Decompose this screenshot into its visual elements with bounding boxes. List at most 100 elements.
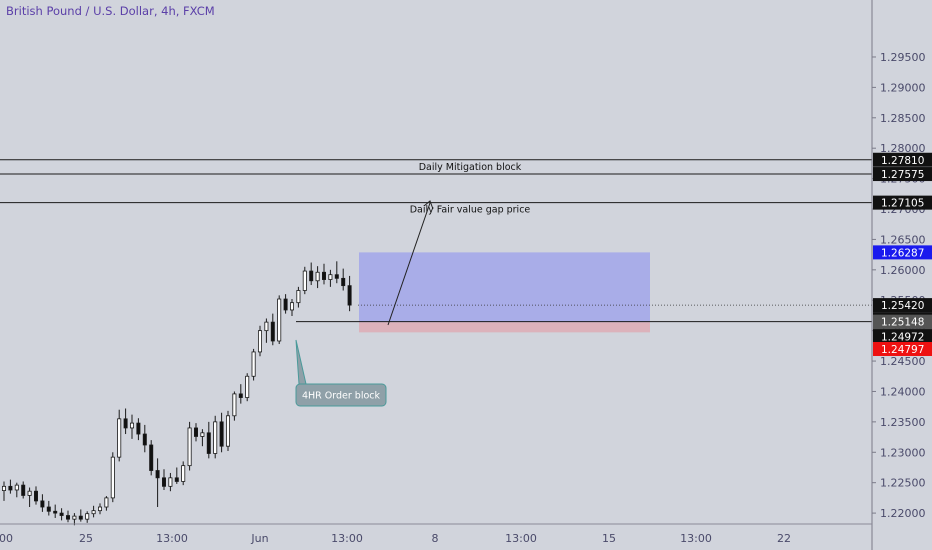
- candle-body-up: [296, 290, 301, 304]
- candle: [53, 504, 58, 518]
- candle: [251, 348, 256, 381]
- candle-body-down: [136, 422, 141, 435]
- order-block-callout-box: [295, 383, 387, 407]
- candle: [123, 408, 128, 435]
- candle-body-up: [104, 497, 109, 508]
- candle-body-up: [187, 427, 192, 467]
- candle-body-up: [91, 510, 96, 515]
- candle: [149, 440, 154, 476]
- level-label: Daily Fair value gap price: [410, 205, 531, 216]
- candle-body-up: [200, 432, 205, 437]
- candle-body-up: [98, 506, 103, 512]
- projection-arrow-line: [387, 202, 431, 326]
- candle-body-down: [53, 510, 58, 514]
- candle: [85, 511, 90, 523]
- zones-layer: [359, 252, 650, 333]
- candle: [161, 469, 166, 490]
- price-tag-bg: [873, 245, 932, 260]
- candle: [347, 275, 352, 312]
- x-tick-label: 13:00: [505, 532, 537, 545]
- candle-body-up: [2, 485, 7, 491]
- candle: [136, 418, 141, 441]
- level-price-tag: 1.27810: [873, 152, 932, 167]
- candle: [334, 261, 339, 284]
- x-tick-label: 13:00: [680, 532, 712, 545]
- candle: [270, 313, 275, 346]
- candle: [245, 373, 250, 402]
- price-tag-bg: [873, 329, 932, 344]
- annotation-layer: 4HR Order block: [295, 200, 434, 407]
- candle: [98, 503, 103, 515]
- candle-body-up: [72, 515, 77, 520]
- candle-body-down: [206, 432, 211, 454]
- y-tick-label: 1.24000: [880, 385, 926, 398]
- candle-body-up: [277, 298, 282, 342]
- candle: [129, 414, 134, 439]
- x-tick-label: 15: [602, 532, 616, 545]
- candle: [34, 486, 39, 505]
- y-tick-label: 1.26000: [880, 264, 926, 277]
- candle: [315, 266, 320, 289]
- price-tag-bg: [873, 298, 932, 313]
- candle-body-down: [270, 321, 275, 342]
- candle: [66, 510, 71, 523]
- x-tick-label: 8: [432, 532, 439, 545]
- candle-body-down: [40, 500, 45, 508]
- candle: [341, 268, 346, 291]
- level-price-tag-bg: [873, 167, 932, 182]
- price-tag: 1.25148: [873, 314, 932, 329]
- x-tick-label: Jun: [250, 532, 268, 545]
- candles-layer: [2, 261, 352, 526]
- level-price-tag-bg: [873, 195, 932, 210]
- candle: [206, 421, 211, 459]
- level-price-tag: 1.27575: [873, 167, 932, 182]
- candle-body-up: [110, 456, 115, 499]
- candle: [187, 421, 192, 471]
- candle-body-down: [46, 506, 51, 512]
- y-tick-label: 1.28000: [880, 142, 926, 155]
- candle-body-down: [334, 274, 339, 279]
- candle-body-up: [289, 302, 294, 311]
- price-tag: 1.26287: [873, 245, 932, 260]
- candle: [219, 412, 224, 453]
- candle-body-down: [238, 393, 243, 398]
- price-tag-text: 1.25148: [881, 317, 924, 329]
- price-tag-text: 1.25420: [881, 300, 924, 312]
- level-price-tag-bg: [873, 152, 932, 167]
- candle-body-up: [181, 465, 186, 482]
- candle: [14, 482, 19, 498]
- candle: [257, 325, 262, 357]
- candle-body-up: [85, 513, 90, 520]
- candle-body-up: [328, 274, 333, 280]
- candle: [46, 500, 51, 516]
- candle: [283, 294, 288, 314]
- candle-body-up: [302, 270, 307, 291]
- candle: [40, 494, 45, 512]
- candle-body-down: [149, 444, 154, 471]
- candle-body-down: [174, 477, 179, 482]
- candle: [213, 415, 218, 459]
- candle-body-down: [347, 285, 352, 306]
- candle: [181, 461, 186, 486]
- candle-body-up: [245, 375, 250, 398]
- candle: [104, 496, 109, 511]
- price-tag-text: 1.26287: [881, 247, 924, 259]
- candle: [321, 263, 326, 285]
- candle: [27, 487, 32, 508]
- y-tick-label: 1.23000: [880, 446, 926, 459]
- candle-body-up: [27, 490, 32, 496]
- candle-body-down: [59, 512, 64, 516]
- candle-body-down: [123, 418, 128, 429]
- candle-body-up: [251, 351, 256, 377]
- price-tag: 1.24972: [873, 329, 932, 344]
- stop-zone: [359, 322, 650, 333]
- target-zone: [359, 252, 650, 323]
- candle: [200, 429, 205, 447]
- x-axis: 00 25 13:00 Jun 13:00 8 13:00 15 13:00 22: [0, 532, 791, 545]
- candle: [155, 458, 160, 508]
- level-price-tag-text: 1.27810: [881, 155, 924, 167]
- candle-body-down: [34, 490, 39, 502]
- price-tag-bg: [873, 314, 932, 329]
